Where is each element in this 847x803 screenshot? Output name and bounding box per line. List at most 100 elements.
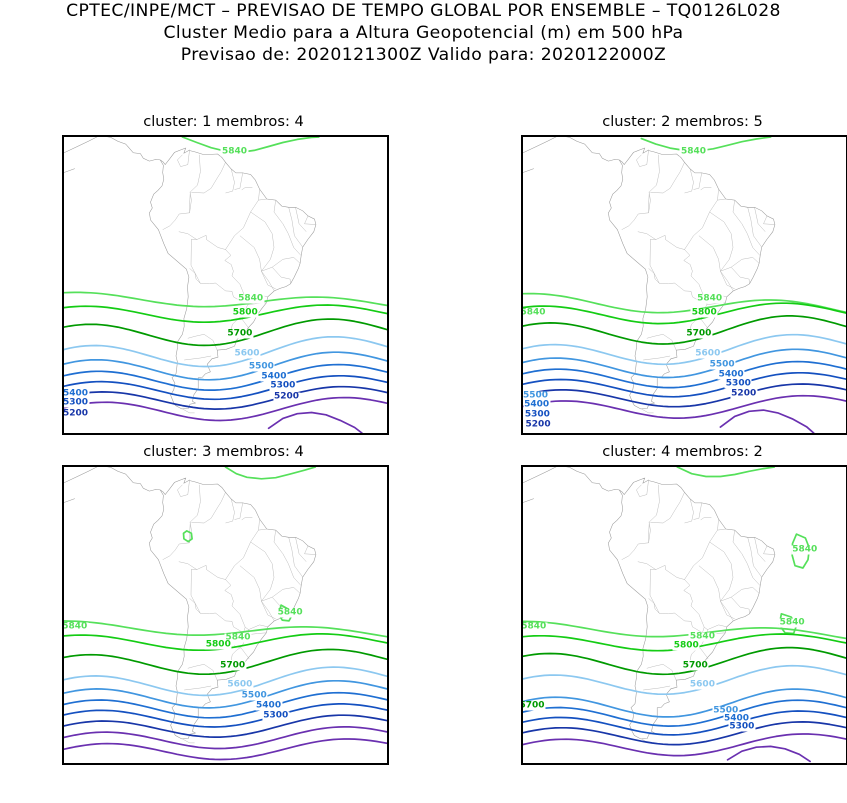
contour-5500	[64, 351, 387, 381]
contour-label: 5200	[730, 388, 758, 399]
contour-label: 5500	[247, 361, 275, 372]
title-line-2: Cluster Medio para a Altura Geopotencial…	[163, 23, 684, 43]
contour-label: 5500	[712, 705, 740, 716]
contour-label: 5300	[728, 721, 756, 732]
contour-5840	[182, 530, 193, 543]
contour-5600	[523, 333, 846, 366]
contour-label: 5800	[690, 307, 718, 318]
contour-5500	[523, 348, 846, 379]
contour-label: 5700	[681, 660, 709, 671]
contour-label: 5300	[523, 409, 551, 420]
contour-5840	[224, 467, 317, 480]
title-line-3: Previsao de: 2020121300Z Valido para: 20…	[180, 45, 667, 65]
contour-label: 5800	[672, 640, 700, 651]
y-tick	[521, 467, 523, 468]
x-tick	[577, 763, 578, 765]
contour-label: 5400	[260, 371, 288, 382]
contour-label: 5840	[679, 146, 707, 157]
contour-5700	[523, 315, 846, 345]
contour-label: 5700	[523, 701, 546, 711]
contour-label: 5700	[219, 660, 247, 671]
contour-label: 5600	[688, 679, 716, 690]
contour-5300	[64, 374, 387, 401]
contour-5700	[64, 318, 387, 347]
contour-5840	[523, 620, 846, 640]
panel-title-cluster-3: cluster: 3 membros: 4	[143, 443, 304, 460]
y-tick	[521, 724, 523, 725]
contour-label: 5300	[262, 710, 290, 721]
contour-label: 5200	[62, 408, 90, 419]
y-tick	[521, 487, 523, 488]
contour-5200	[523, 383, 846, 408]
y-tick	[521, 546, 523, 547]
contour-5100	[726, 745, 811, 763]
x-tick	[685, 763, 686, 765]
x-tick	[720, 763, 721, 765]
y-tick	[521, 585, 523, 586]
y-tick	[521, 763, 523, 764]
contour-label: 5840	[62, 621, 89, 632]
y-tick	[521, 743, 523, 744]
y-tick	[521, 605, 523, 606]
contour-label: 5700	[685, 328, 713, 339]
contour-5400	[64, 363, 387, 391]
contour-5100	[719, 409, 815, 433]
map-coastlines	[523, 137, 776, 410]
contour-5300	[523, 710, 846, 736]
contour-label: 5600	[694, 348, 722, 359]
contour-label: 5800	[231, 307, 259, 318]
contour-label: 5840	[521, 621, 548, 632]
contour-label: 5300	[269, 380, 297, 391]
contour-label: 5840	[778, 617, 806, 628]
contour-label: 5840	[220, 146, 248, 157]
contour-label: 5400	[255, 700, 283, 711]
panel-cluster-3: cluster: 3 membros: 4 15N10N5NEQ5S10S15S2…	[0, 105, 847, 803]
contour-label: 5200	[524, 419, 552, 430]
contour-5100	[267, 411, 363, 433]
contour-lines	[523, 137, 846, 433]
contour-label: 5500	[523, 390, 550, 400]
contour-label: 5840	[276, 607, 304, 618]
plot-area-cluster-3[interactable]: 15N10N5NEQ5S10S15S20S25S30S35S40S45S50S5…	[62, 465, 389, 765]
y-tick	[521, 566, 523, 567]
contour-label: 5840	[688, 631, 716, 642]
contour-5100	[64, 738, 387, 761]
contour-label: 5500	[708, 359, 736, 370]
contour-5200	[64, 714, 387, 738]
contour-5400	[523, 699, 846, 727]
contour-5400	[523, 360, 846, 389]
contour-5100	[64, 726, 387, 750]
contour-5800	[523, 302, 846, 325]
map-borders	[162, 149, 316, 414]
panel-cluster-1: cluster: 1 membros: 4 15N10N5NEQ5S10S15S2…	[0, 105, 847, 803]
plot-area-cluster-1[interactable]: 15N10N5NEQ5S10S15S20S25S30S35S40S45S50S5…	[62, 135, 389, 435]
contour-5600	[523, 664, 846, 696]
contour-label: 5500	[240, 690, 268, 701]
plot-area-cluster-4[interactable]: 15N10N5NEQ5S10S15S20S25S30S35S40S45S50S5…	[521, 465, 847, 765]
contour-5700	[523, 646, 846, 676]
contour-5840	[523, 292, 846, 314]
plot-area-cluster-2[interactable]: 15N10N5NEQ5S10S15S20S25S30S35S40S45S50S5…	[521, 135, 847, 435]
contour-lines	[64, 137, 387, 433]
contour-label: 5300	[724, 378, 752, 389]
contour-label: 5840	[696, 293, 724, 304]
y-tick	[521, 526, 523, 527]
contour-5600	[64, 666, 387, 697]
contour-label: 5400	[723, 713, 751, 724]
contour-5840	[676, 467, 776, 478]
x-tick	[613, 763, 614, 765]
contour-label: 5600	[233, 348, 261, 359]
contour-lines	[523, 467, 846, 763]
contour-label: 5400	[62, 388, 90, 399]
contour-5500	[523, 688, 846, 718]
contour-label: 5200	[272, 391, 301, 402]
panel-grid: cluster: 1 membros: 4 15N10N5NEQ5S10S15S2…	[0, 105, 847, 803]
contour-label: 5840	[521, 307, 547, 318]
contour-label: 5400	[717, 369, 745, 380]
contour-label: 5700	[226, 328, 254, 339]
contour-label: 5800	[204, 639, 232, 650]
contour-label: 5840	[237, 293, 265, 304]
contour-label: 5840	[224, 632, 252, 643]
x-tick	[756, 763, 757, 765]
contour-5200	[64, 385, 387, 410]
